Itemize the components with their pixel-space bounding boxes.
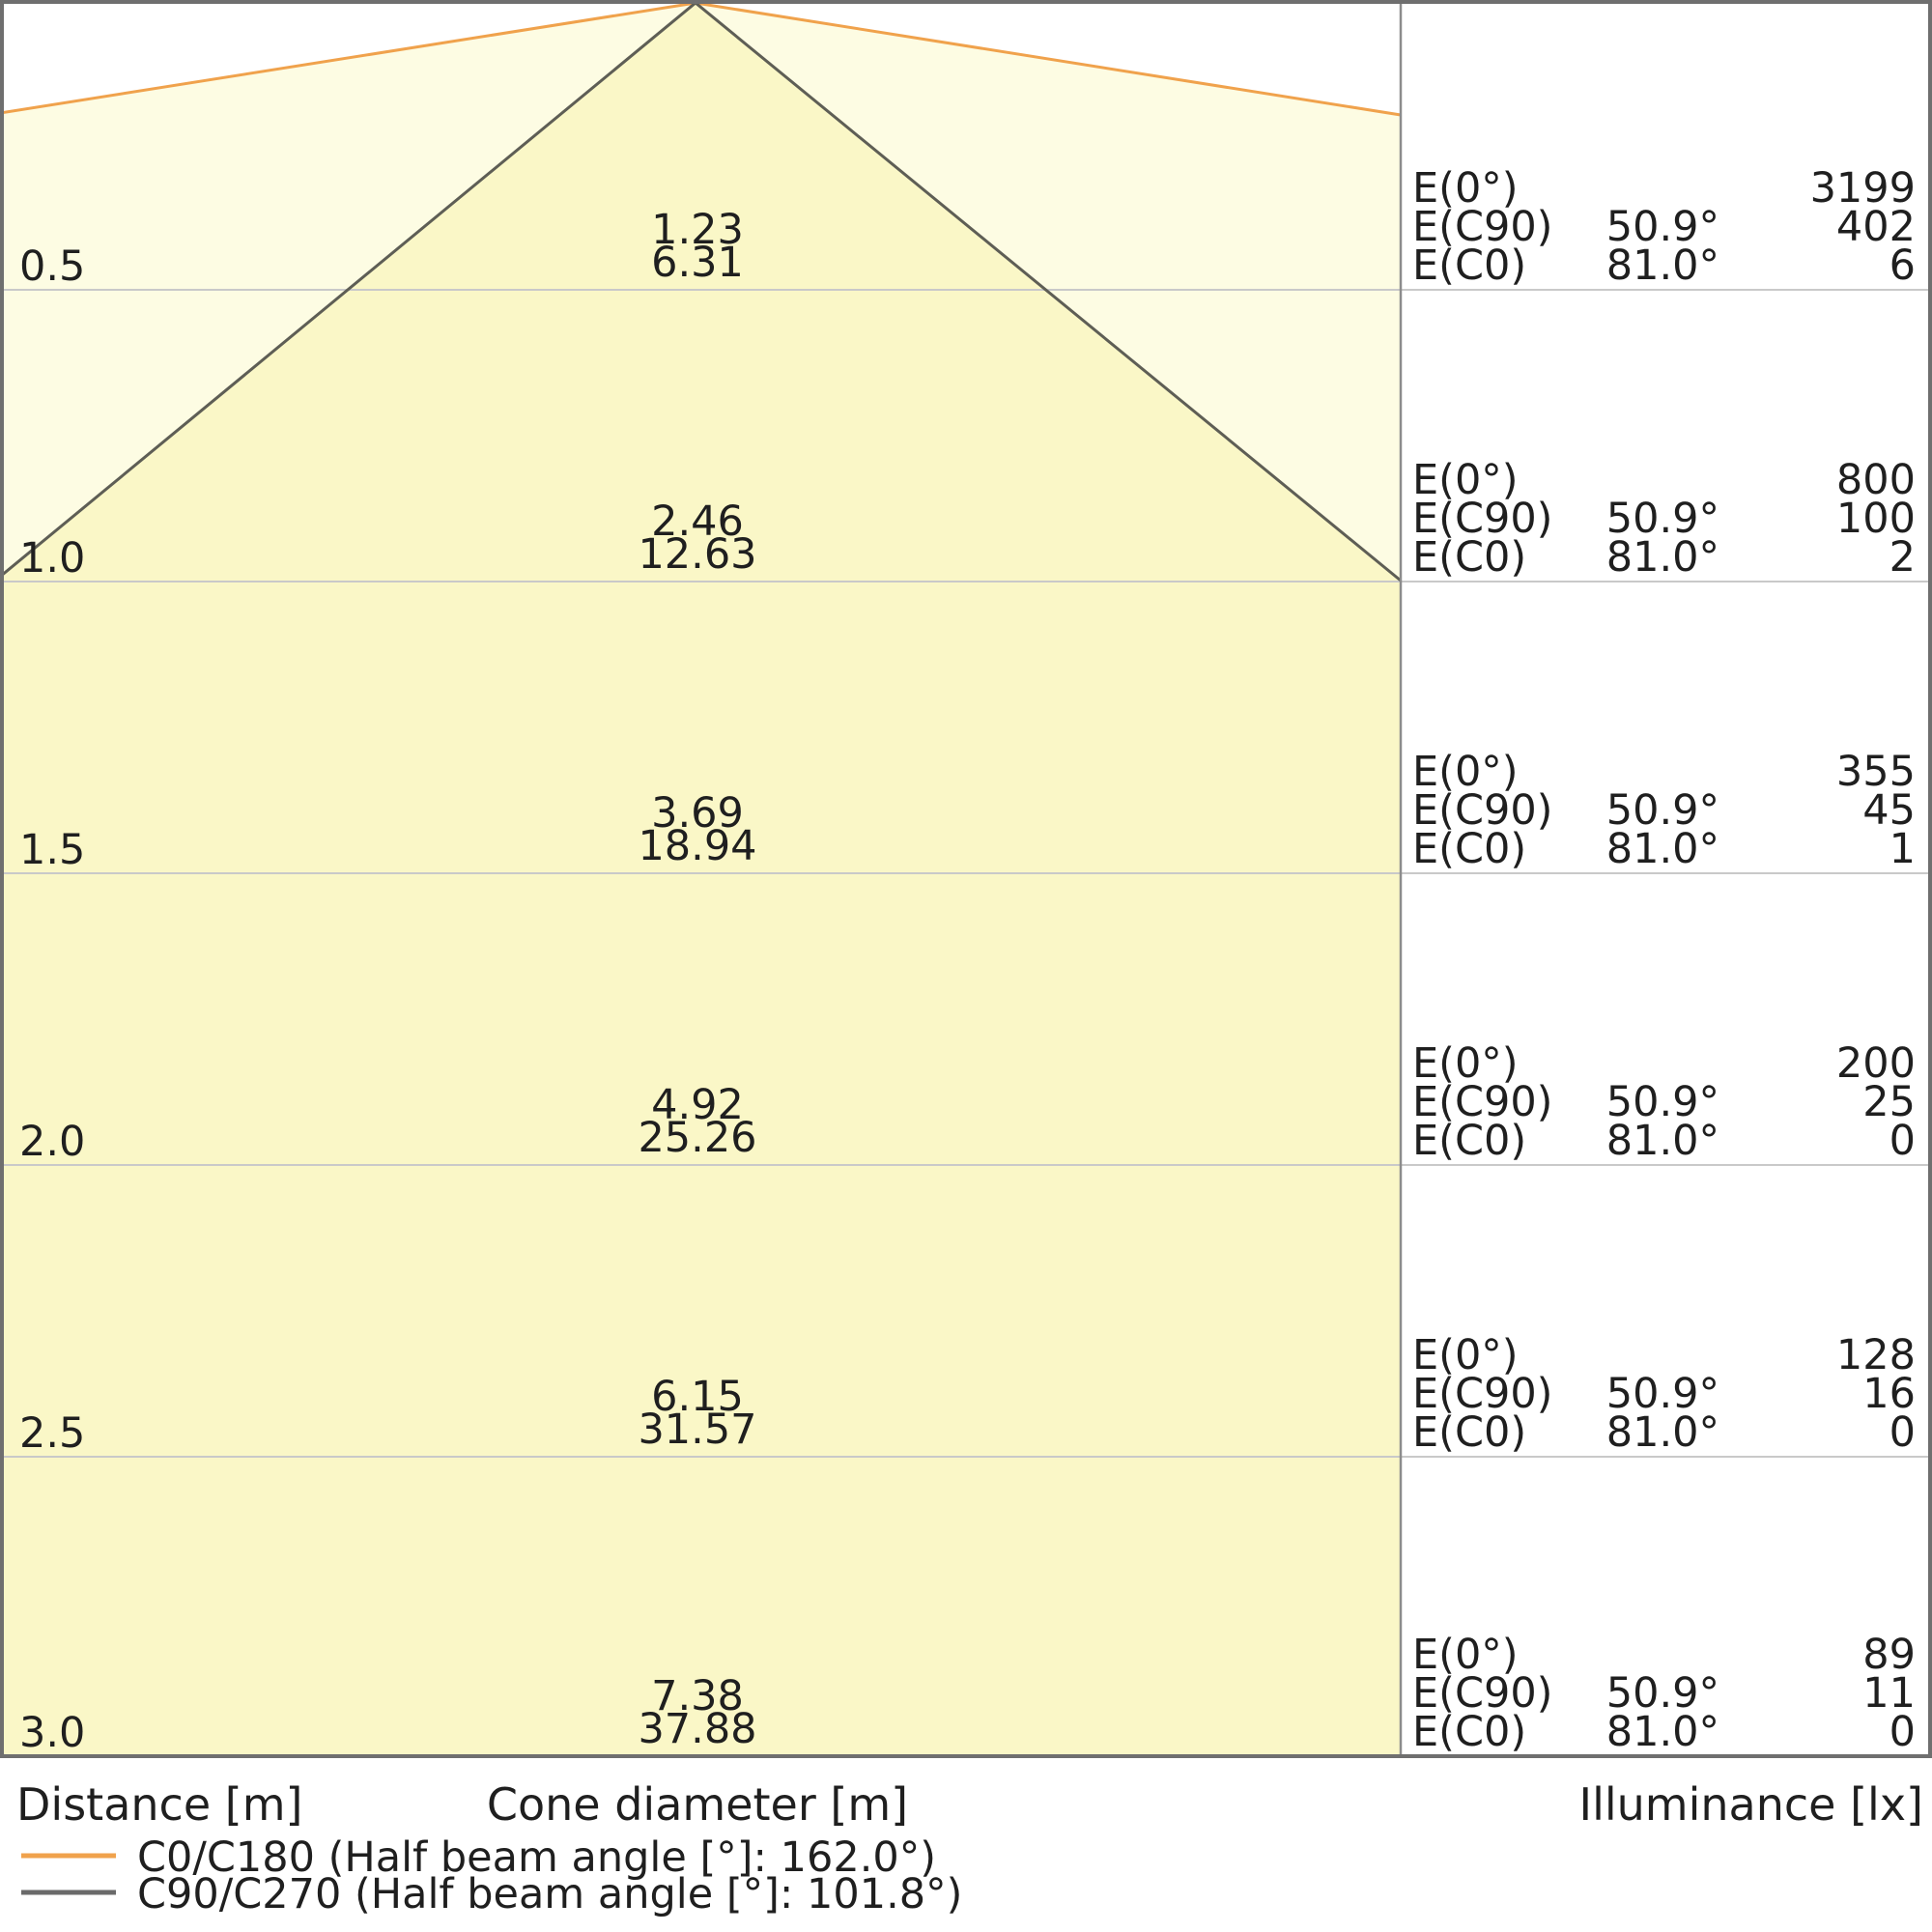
e0-label: E(0°) — [1412, 1331, 1519, 1379]
cone-diameter-c90-value: 6.15 — [651, 1373, 744, 1421]
distance-tick-label: 1.5 — [19, 826, 85, 874]
cone-diameter-c90-value: 2.46 — [651, 497, 744, 546]
distance-axis-label: Distance [m] — [16, 1778, 302, 1831]
distance-tick-label: 0.5 — [19, 242, 85, 291]
ec0-value: 0 — [1889, 1408, 1916, 1457]
c90-cone-area — [0, 3, 1401, 1754]
cone-diameter-c0-value: 31.57 — [638, 1406, 756, 1454]
ec90-label: E(C90) — [1412, 1669, 1552, 1718]
ec0-label: E(C0) — [1412, 1708, 1526, 1756]
row-3.0m: 3.0 7.38 37.88 E(0°) 89 E(C90) 50.9° 11 … — [19, 1631, 1916, 1757]
ec0-value: 6 — [1889, 242, 1916, 290]
ec90-label: E(C90) — [1412, 1078, 1552, 1126]
e0-label: E(0°) — [1412, 1631, 1519, 1679]
cone-diameter-c90-value: 7.38 — [651, 1672, 744, 1720]
ec90-value: 100 — [1836, 495, 1916, 543]
ec0-value: 0 — [1889, 1117, 1916, 1165]
ec0-angle: 81.0° — [1606, 1708, 1719, 1756]
ec0-label: E(C0) — [1412, 1117, 1526, 1165]
cone-diameter-c90-value: 3.69 — [651, 789, 744, 838]
ec90-value: 16 — [1862, 1370, 1916, 1418]
ec90-label: E(C90) — [1412, 1370, 1552, 1418]
cone-diameter-c0-value: 18.94 — [638, 822, 756, 870]
legend-c90-label: C90/C270 (Half beam angle [°]: 101.8°) — [137, 1870, 962, 1918]
ec90-value: 402 — [1836, 203, 1916, 251]
cone-diameter-c0-value: 6.31 — [651, 239, 744, 287]
cone-diameter-c90-value: 1.23 — [651, 206, 744, 254]
cone-diameter-axis-label: Cone diameter [m] — [487, 1778, 908, 1831]
diagram-border — [0, 0, 1932, 1758]
ec0-angle: 81.0° — [1606, 242, 1719, 290]
legend-c0-label: C0/C180 (Half beam angle [°]: 162.0°) — [137, 1833, 936, 1882]
ec90-value: 11 — [1862, 1669, 1916, 1718]
distance-tick-label: 2.5 — [19, 1409, 85, 1458]
row-1.0m: 1.0 2.46 12.63 E(0°) 800 E(C90) 50.9° 10… — [19, 456, 1916, 582]
ec0-label: E(C0) — [1412, 533, 1526, 582]
e0-value: 800 — [1836, 456, 1916, 504]
ec0-label: E(C0) — [1412, 825, 1526, 873]
ec0-value: 1 — [1889, 825, 1916, 873]
row-2.0m: 2.0 4.92 25.26 E(0°) 200 E(C90) 50.9° 25… — [19, 1039, 1916, 1166]
ec0-angle: 81.0° — [1606, 1408, 1719, 1457]
e0-label: E(0°) — [1412, 456, 1519, 504]
distance-tick-label: 1.0 — [19, 534, 85, 582]
ec90-angle: 50.9° — [1606, 203, 1719, 251]
distance-tick-label: 2.0 — [19, 1118, 85, 1166]
ec0-value: 0 — [1889, 1708, 1916, 1756]
e0-label: E(0°) — [1412, 1039, 1519, 1088]
cone-diameter-c90-value: 4.92 — [651, 1081, 744, 1129]
illuminance-axis-label: Illuminance [lx] — [1579, 1778, 1923, 1831]
e0-value: 89 — [1862, 1631, 1916, 1679]
ec90-value: 25 — [1862, 1078, 1916, 1126]
ec90-value: 45 — [1862, 786, 1916, 835]
ec90-angle: 50.9° — [1606, 1669, 1719, 1718]
cone-diameter-c0-value: 37.88 — [638, 1705, 756, 1753]
ec90-label: E(C90) — [1412, 786, 1552, 835]
e0-value: 200 — [1836, 1039, 1916, 1088]
ec90-angle: 50.9° — [1606, 1078, 1719, 1126]
row-2.5m: 2.5 6.15 31.57 E(0°) 128 E(C90) 50.9° 16… — [19, 1331, 1916, 1458]
distance-tick-label: 3.0 — [19, 1709, 85, 1757]
cone-diameter-c0-value: 25.26 — [638, 1114, 756, 1162]
row-0.5m: 0.5 1.23 6.31 E(0°) 3199 E(C90) 50.9° 40… — [19, 164, 1916, 291]
e0-value: 3199 — [1810, 164, 1916, 213]
ec0-label: E(C0) — [1412, 242, 1526, 290]
cone-diameter-c0-value: 12.63 — [638, 530, 756, 579]
ec90-angle: 50.9° — [1606, 1370, 1719, 1418]
ec90-label: E(C90) — [1412, 495, 1552, 543]
ec0-angle: 81.0° — [1606, 1117, 1719, 1165]
ec90-angle: 50.9° — [1606, 495, 1719, 543]
legend: C0/C180 (Half beam angle [°]: 162.0°) C9… — [21, 1833, 962, 1918]
ec0-value: 2 — [1889, 533, 1916, 582]
ec0-label: E(C0) — [1412, 1408, 1526, 1457]
ec0-angle: 81.0° — [1606, 825, 1719, 873]
ec90-angle: 50.9° — [1606, 786, 1719, 835]
ec0-angle: 81.0° — [1606, 533, 1719, 582]
ec90-label: E(C90) — [1412, 203, 1552, 251]
e0-label: E(0°) — [1412, 164, 1519, 213]
e0-label: E(0°) — [1412, 748, 1519, 796]
row-1.5m: 1.5 3.69 18.94 E(0°) 355 E(C90) 50.9° 45… — [19, 748, 1916, 874]
e0-value: 355 — [1836, 748, 1916, 796]
e0-value: 128 — [1836, 1331, 1916, 1379]
